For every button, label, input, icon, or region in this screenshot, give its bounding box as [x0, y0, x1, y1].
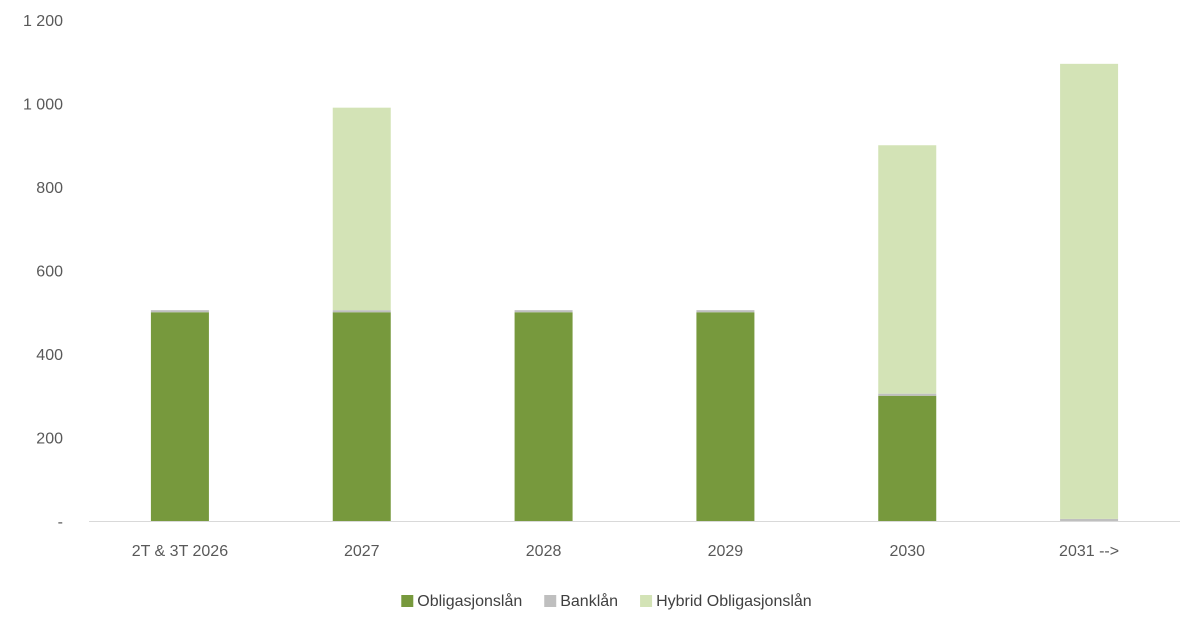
y-tick-label: 400: [36, 347, 63, 364]
legend-label: Banklån: [560, 592, 618, 610]
bar-segment-series-2-cat-4: [878, 145, 937, 394]
legend: Obligasjonslån Banklån Hybrid Obligasjonsl…: [401, 592, 812, 610]
bar-segment-series-0-cat-3: [696, 312, 755, 521]
legend-item: Hybrid Obligasjonslån: [640, 592, 812, 610]
legend-swatch: [544, 595, 557, 607]
bar-segment-series-2-cat-1: [332, 107, 391, 311]
y-axis: - 200 400 600 800 1 000 1 200: [23, 13, 63, 531]
bar-segment-series-1-cat-4: [878, 393, 937, 396]
y-tick-label: -: [58, 514, 63, 531]
bar-segment-series-0-cat-0: [150, 312, 209, 521]
bar-segment-series-2-cat-5: [1060, 63, 1119, 519]
bar-segment-series-1-cat-1: [332, 310, 391, 313]
x-tick-label: 2029: [708, 543, 744, 560]
bar-segment-series-1-cat-0: [150, 310, 209, 313]
bar-segment-series-0-cat-4: [878, 395, 937, 521]
legend-label: Obligasjonslån: [417, 592, 522, 610]
x-tick-label: 2030: [889, 543, 925, 560]
bar-segment-series-1-cat-5: [1060, 518, 1119, 521]
x-tick-label: 2027: [344, 543, 380, 560]
legend-swatch: [401, 595, 414, 607]
y-tick-label: 1 000: [23, 97, 63, 114]
x-tick-label: 2T & 3T 2026: [132, 543, 228, 560]
bar-segment-series-0-cat-1: [332, 312, 391, 521]
bar-segment-series-1-cat-3: [696, 310, 755, 313]
legend-item: Obligasjonslån: [401, 592, 522, 610]
legend-swatch: [640, 595, 653, 607]
y-tick-label: 800: [36, 180, 63, 197]
y-tick-label: 1 200: [23, 13, 63, 30]
y-tick-label: 600: [36, 264, 63, 281]
legend-item: Banklån: [544, 592, 618, 610]
bars: [150, 63, 1119, 521]
bar-segment-series-1-cat-2: [514, 310, 573, 313]
x-axis: 2T & 3T 2026 2027 2028 2029 2030 2031 -->: [132, 543, 1119, 560]
bar-segment-series-0-cat-2: [514, 312, 573, 521]
x-tick-label: 2031 -->: [1059, 543, 1119, 560]
y-tick-label: 200: [36, 431, 63, 448]
legend-label: Hybrid Obligasjonslån: [656, 592, 812, 610]
x-tick-label: 2028: [526, 543, 562, 560]
